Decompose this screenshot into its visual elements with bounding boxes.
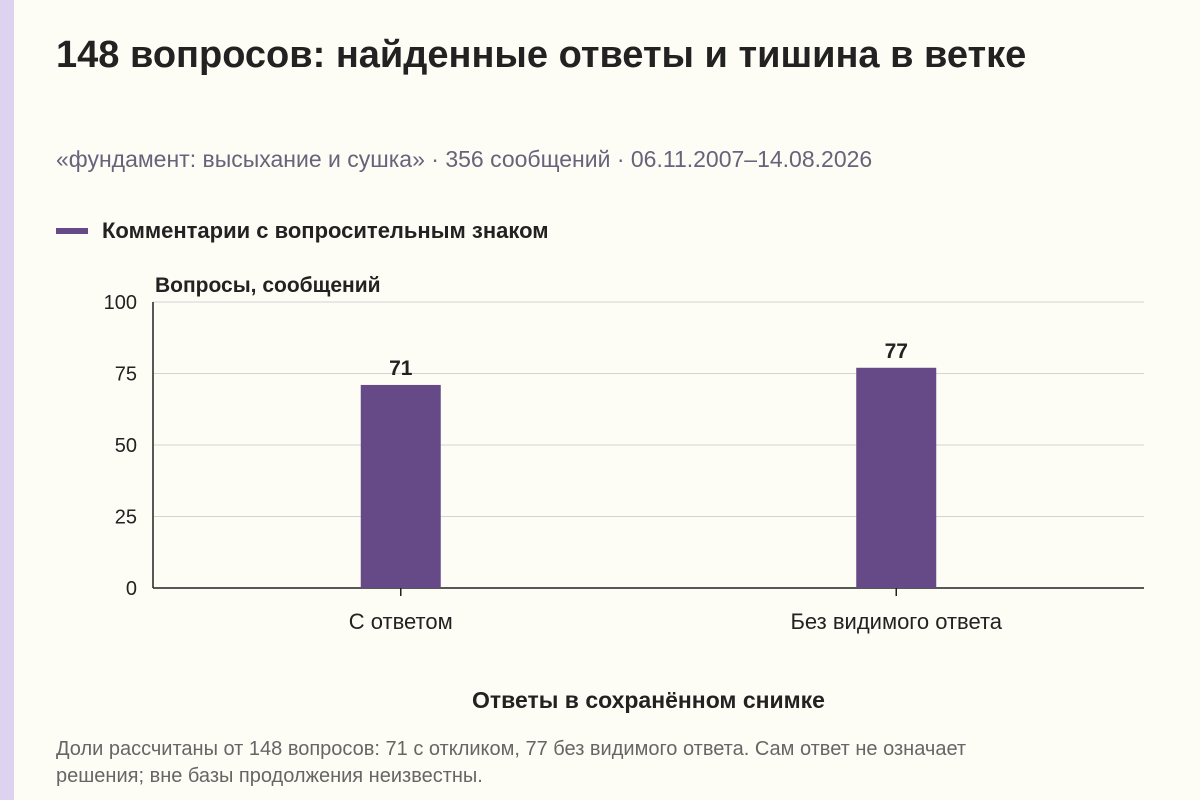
y-axis-label: Вопросы, сообщений bbox=[155, 274, 381, 297]
y-tick-label: 0 bbox=[126, 578, 137, 600]
y-tick-label: 75 bbox=[115, 364, 137, 386]
y-tick-label: 50 bbox=[115, 435, 137, 457]
legend-swatch bbox=[56, 228, 88, 234]
bar bbox=[360, 384, 441, 588]
x-tick-label: С ответом bbox=[349, 609, 453, 634]
chart-subtitle: «фундамент: высыхание и сушка» · 356 соо… bbox=[56, 146, 873, 172]
legend-label: Комментарии с вопросительным знаком bbox=[102, 218, 549, 243]
chart-title: 148 вопросов: найденные ответы и тишина … bbox=[56, 34, 1027, 76]
y-tick-label: 100 bbox=[104, 292, 137, 314]
x-axis-label: Ответы в сохранённом снимке bbox=[472, 687, 825, 713]
bar-value-label: 71 bbox=[389, 357, 413, 380]
bar-value-label: 77 bbox=[885, 340, 908, 363]
footnote: Доли рассчитаны от 148 вопросов: 71 с от… bbox=[56, 738, 967, 787]
y-tick-label: 25 bbox=[115, 507, 137, 529]
legend: Комментарии с вопросительным знаком bbox=[56, 218, 549, 244]
bar bbox=[856, 367, 937, 588]
accent-stripe bbox=[0, 0, 14, 800]
x-tick-label: Без видимого ответа bbox=[790, 609, 1002, 634]
